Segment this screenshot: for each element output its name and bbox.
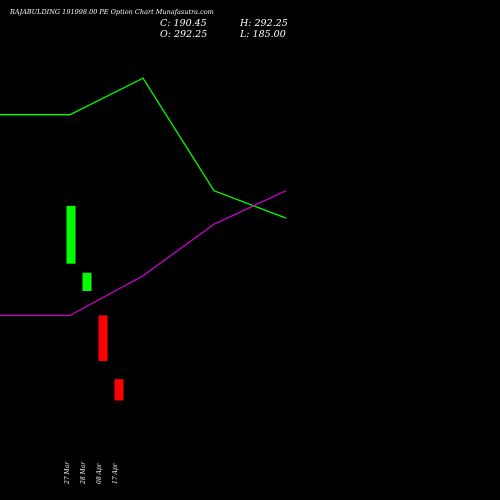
candle-2 [98,315,108,361]
chart-title: RAJABULDING 191998.00 PE Option Chart Mu… [10,8,214,16]
high-value: H: 292.25 [240,18,288,29]
series-line-0 [0,77,287,219]
candle-1 [82,272,92,291]
x-tick-label: 28 Mar [80,461,87,485]
candle-0 [66,205,76,264]
series-line-1 [0,190,287,317]
x-tick-label: 17 Apr [112,462,119,484]
x-tick-label: 08 Apr [96,462,103,484]
open-value: O: 292.25 [160,29,208,40]
candle-3 [114,379,124,401]
low-value: L: 185.00 [240,29,286,40]
x-tick-label: 27 Mar [64,461,71,485]
close-value: C: 190.45 [160,18,207,29]
